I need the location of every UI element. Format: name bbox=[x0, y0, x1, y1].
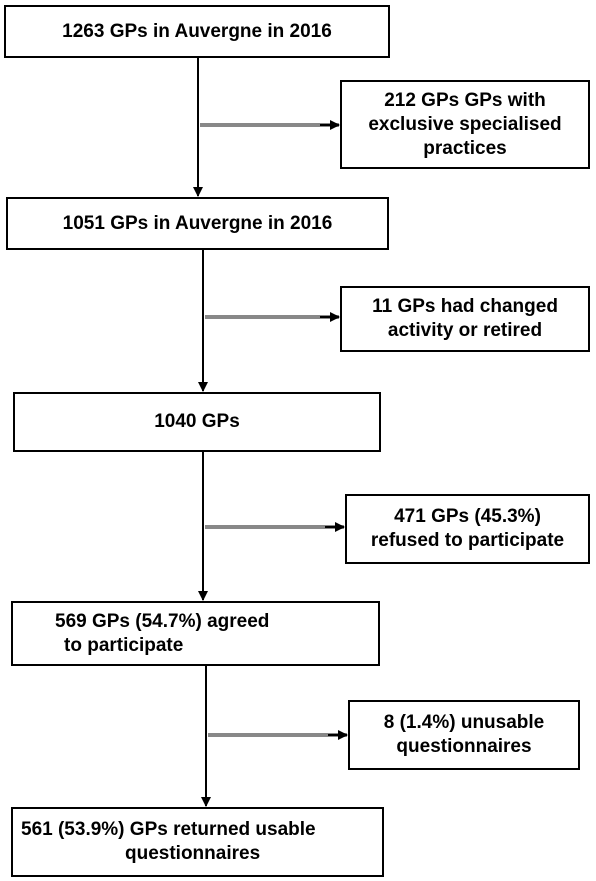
step-box-1: 1263 GPs in Auvergne in 2016 bbox=[4, 5, 390, 58]
exclusion-2-line-1: 11 GPs had changed bbox=[372, 296, 558, 317]
exclusion-3-line-1: 471 GPs (45.3%) bbox=[394, 506, 541, 527]
exclusion-1-line-1: 212 GPs GPs with bbox=[384, 89, 546, 111]
exclusion-4-line-2: questionnaires bbox=[396, 736, 532, 757]
step-5-line-1: 561 (53.9%) GPs returned usable bbox=[21, 819, 316, 840]
step-4-line-2: to participate bbox=[64, 634, 184, 656]
step-3-line-1: 1040 GPs bbox=[154, 411, 240, 432]
exclusion-3-line-2: refused to participate bbox=[370, 530, 565, 551]
exclusion-4-line-1: 8 (1.4%) unusable bbox=[383, 712, 545, 733]
step-box-2: 1051 GPs in Auvergne in 2016 bbox=[6, 197, 389, 250]
exclusion-box-3: 471 GPs (45.3%) refused to participate bbox=[345, 494, 590, 564]
exclusion-1-line-2: exclusive specialised bbox=[368, 113, 562, 135]
exclusion-box-4: 8 (1.4%) unusable questionnaires bbox=[348, 700, 580, 770]
step-2-line-1: 1051 GPs in Auvergne in 2016 bbox=[62, 212, 333, 234]
exclusion-box-1: 212 GPs GPs with exclusive specialised p… bbox=[340, 80, 590, 169]
exclusion-box-2: 11 GPs had changed activity or retired bbox=[340, 286, 590, 352]
step-5-line-2: questionnaires bbox=[125, 843, 261, 864]
step-1-line-1: 1263 GPs in Auvergne in 2016 bbox=[62, 20, 332, 42]
step-box-4: 569 GPs (54.7%) agreed to participate bbox=[11, 601, 380, 666]
exclusion-1-line-3: practices bbox=[423, 137, 507, 159]
step-box-3: 1040 GPs bbox=[13, 392, 381, 452]
step-4-line-1: 569 GPs (54.7%) agreed bbox=[55, 610, 270, 632]
exclusion-2-line-2: activity or retired bbox=[387, 320, 543, 341]
step-box-5: 561 (53.9%) GPs returned usable question… bbox=[11, 807, 384, 877]
